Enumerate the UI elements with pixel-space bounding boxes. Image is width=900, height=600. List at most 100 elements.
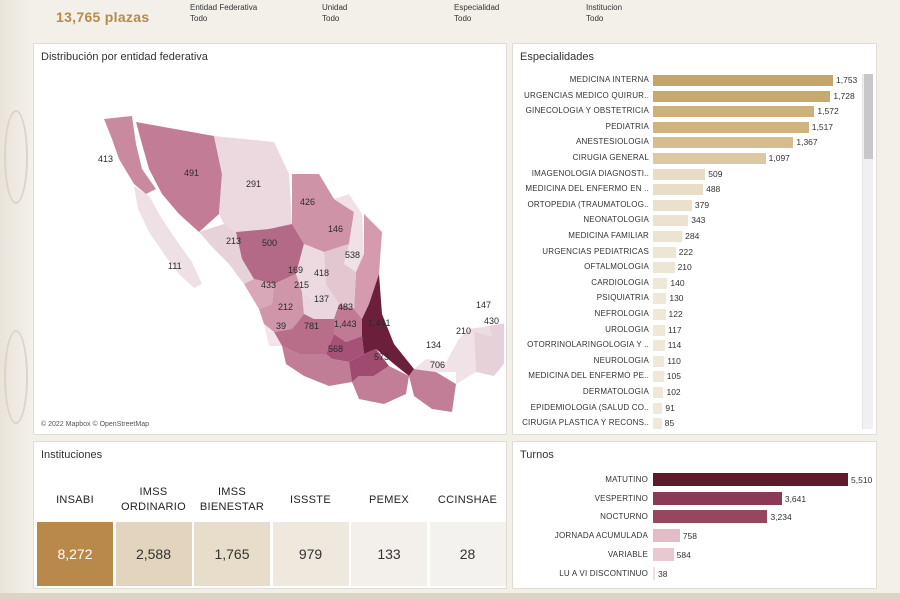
especialidad-row[interactable]: ANESTESIOLOGIA 1,367: [513, 136, 863, 150]
especialidad-bar[interactable]: [653, 371, 664, 383]
state-tabasco[interactable]: [414, 359, 456, 372]
especialidad-row[interactable]: UROLOGIA 117: [513, 324, 863, 338]
institucion-value[interactable]: 8,272: [37, 522, 113, 586]
especialidad-row[interactable]: IMAGENOLOGIA DIAGNOSTI.. 509: [513, 168, 863, 182]
institucion-ccinshae[interactable]: CCINSHAE 28: [429, 480, 507, 590]
especialidad-row[interactable]: DERMATOLOGIA 102: [513, 386, 863, 400]
state-mexico[interactable]: [326, 334, 364, 362]
state-baja-california-sur[interactable]: [134, 186, 202, 288]
especialidad-bar[interactable]: [653, 199, 692, 211]
turno-bar[interactable]: [653, 510, 768, 524]
institucion-imss-bienestar[interactable]: IMSS BIENESTAR 1,765: [193, 480, 271, 590]
turno-row[interactable]: MATUTINO 5,510: [513, 472, 873, 488]
filter-entidad[interactable]: Entidad Federativa Todo: [190, 2, 257, 24]
state-guerrero[interactable]: [282, 346, 352, 386]
filter-especialidad[interactable]: Especialidad Todo: [454, 2, 499, 24]
turno-row[interactable]: NOCTURNO 3,234: [513, 509, 873, 525]
turno-bar[interactable]: [653, 491, 782, 505]
state-zacatecas[interactable]: [296, 244, 326, 299]
turno-bar[interactable]: [653, 529, 680, 543]
especialidad-row[interactable]: PEDIATRIA 1,517: [513, 121, 863, 135]
especialidad-row[interactable]: URGENCIAS MEDICO QUIRUR.. 1,728: [513, 90, 863, 104]
institucion-value[interactable]: 979: [272, 522, 349, 586]
turno-bar[interactable]: [653, 473, 848, 486]
especialidad-row[interactable]: OTORRINOLARINGOLOGIA Y .. 114: [513, 339, 863, 353]
especialidad-row[interactable]: MEDICINA DEL ENFERMO PE.. 105: [513, 370, 863, 384]
especialidad-bar[interactable]: [653, 309, 666, 320]
state-sinaloa[interactable]: [199, 224, 254, 284]
state-nuevo-leon[interactable]: [334, 194, 364, 272]
institucion-value[interactable]: 28: [429, 522, 506, 586]
scroll-thumb[interactable]: [864, 74, 873, 159]
state-slp[interactable]: [324, 244, 356, 309]
state-nayarit[interactable]: [244, 279, 274, 309]
state-colima[interactable]: [264, 324, 282, 346]
especialidades-scrollbar[interactable]: [862, 74, 873, 429]
turno-bar[interactable]: [653, 547, 674, 561]
turno-row[interactable]: LU A VI DISCONTINUO 38: [513, 566, 873, 582]
especialidad-bar[interactable]: [653, 231, 683, 242]
state-tamaulipas[interactable]: [354, 214, 382, 319]
state-oaxaca[interactable]: [352, 366, 409, 404]
especialidad-bar[interactable]: [653, 246, 676, 258]
especialidad-bar[interactable]: [653, 340, 665, 352]
institucion-pemex[interactable]: PEMEX 133: [350, 480, 428, 590]
especialidad-bar[interactable]: [653, 293, 667, 305]
state-quintana-roo[interactable]: [474, 322, 504, 376]
state-sonora[interactable]: [136, 122, 222, 232]
especialidad-row[interactable]: CIRUGIA GENERAL 1,097: [513, 152, 863, 166]
especialidad-bar[interactable]: [653, 90, 831, 102]
institucion-value[interactable]: 133: [351, 522, 427, 586]
especialidad-row[interactable]: CARDIOLOGIA 140: [513, 277, 863, 291]
turno-row[interactable]: VARIABLE 584: [513, 547, 873, 563]
turno-row[interactable]: JORNADA ACUMULADA 758: [513, 528, 873, 544]
especialidad-row[interactable]: GINECOLOGIA Y OBSTETRICIA 1,572: [513, 105, 863, 119]
especialidad-bar[interactable]: [653, 402, 663, 414]
especialidad-bar[interactable]: [653, 184, 704, 196]
mexico-map[interactable]: 413 491 111 291 426 213 500 146 538 169 …: [64, 114, 504, 414]
especialidad-bar[interactable]: [653, 153, 766, 164]
especialidad-row[interactable]: MEDICINA DEL ENFERMO EN .. 488: [513, 183, 863, 197]
institucion-imss-ordinario[interactable]: IMSS ORDINARIO 2,588: [115, 480, 193, 590]
state-durango[interactable]: [236, 224, 304, 284]
especialidad-bar[interactable]: [653, 137, 794, 149]
state-puebla[interactable]: [349, 349, 389, 382]
turno-bar[interactable]: [653, 566, 655, 580]
especialidad-row[interactable]: NEUROLOGIA 110: [513, 355, 863, 369]
especialidad-row[interactable]: NEONATOLOGIA 343: [513, 214, 863, 228]
especialidad-bar[interactable]: [653, 355, 665, 367]
especialidad-bar[interactable]: [653, 324, 665, 336]
state-michoacan[interactable]: [274, 314, 334, 354]
state-chiapas[interactable]: [409, 369, 456, 412]
filter-unidad[interactable]: Unidad Todo: [322, 2, 347, 24]
state-baja-california[interactable]: [104, 116, 156, 194]
especialidad-row[interactable]: NEFROLOGIA 122: [513, 308, 863, 322]
especialidad-row[interactable]: URGENCIAS PEDIATRICAS 222: [513, 246, 863, 260]
state-chihuahua[interactable]: [214, 136, 292, 232]
especialidad-bar[interactable]: [653, 418, 662, 430]
especialidad-bar[interactable]: [653, 106, 815, 118]
especialidad-bar[interactable]: [653, 121, 809, 133]
state-yucatan[interactable]: [459, 326, 492, 339]
especialidad-row[interactable]: PSIQUIATRIA 130: [513, 292, 863, 306]
especialidad-bar[interactable]: [653, 277, 668, 289]
state-campeche[interactable]: [446, 332, 476, 384]
especialidad-bar[interactable]: [653, 215, 689, 227]
state-guanajuato[interactable]: [302, 284, 339, 319]
institucion-insabi[interactable]: INSABI 8,272: [36, 480, 114, 590]
state-jalisco[interactable]: [259, 274, 304, 332]
especialidad-row[interactable]: OFTALMOLOGIA 210: [513, 261, 863, 275]
especialidad-row[interactable]: ORTOPEDIA (TRAUMATOLOG.. 379: [513, 199, 863, 213]
especialidad-bar[interactable]: [653, 168, 706, 180]
state-hidalgo[interactable]: [334, 304, 362, 342]
institucion-value[interactable]: 1,765: [194, 522, 270, 586]
especialidad-row[interactable]: MEDICINA INTERNA 1,753: [513, 74, 863, 88]
state-veracruz[interactable]: [362, 274, 414, 376]
especialidad-bar[interactable]: [653, 75, 833, 86]
especialidad-row[interactable]: EPIDEMIOLOGIA (SALUD CO.. 91: [513, 402, 863, 416]
institucion-value[interactable]: 2,588: [115, 522, 192, 586]
turno-row[interactable]: VESPERTINO 3,641: [513, 491, 873, 507]
especialidad-bar[interactable]: [653, 387, 664, 398]
state-coahuila[interactable]: [292, 174, 354, 252]
especialidad-bar[interactable]: [653, 262, 675, 274]
